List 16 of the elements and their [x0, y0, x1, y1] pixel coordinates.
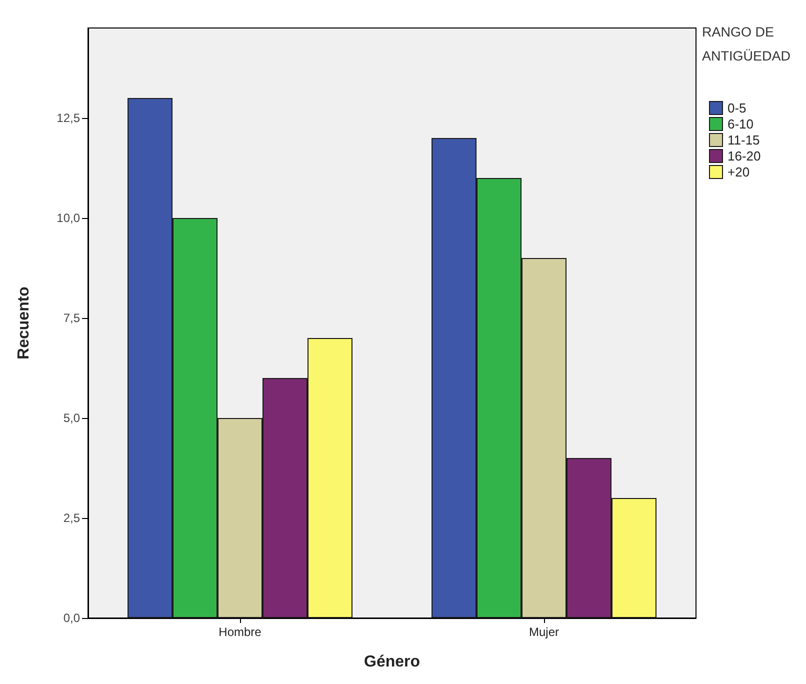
- x-axis-title: Género: [364, 654, 420, 670]
- legend-label: 6-10: [728, 116, 754, 132]
- legend-title: RANGO DE ANTIGÜEDAD: [702, 24, 791, 64]
- y-tick-label: 10,0: [56, 211, 80, 225]
- x-tick-label: Mujer: [528, 625, 560, 639]
- y-tick-label: 12,5: [56, 111, 80, 125]
- legend-label: 0-5: [728, 100, 746, 116]
- legend-label: 16-20: [728, 148, 761, 164]
- y-tick-label: 2,5: [63, 511, 80, 525]
- y-axis-title: Recuento: [16, 286, 32, 360]
- x-tick-label: Hombre: [218, 625, 262, 639]
- y-tick-label: 7,5: [63, 311, 80, 325]
- y-tick-label: 5,0: [63, 411, 80, 425]
- y-tick-label: 0,0: [63, 611, 80, 625]
- legend-label: 11-15: [728, 132, 760, 148]
- legend-label: +20: [728, 164, 750, 180]
